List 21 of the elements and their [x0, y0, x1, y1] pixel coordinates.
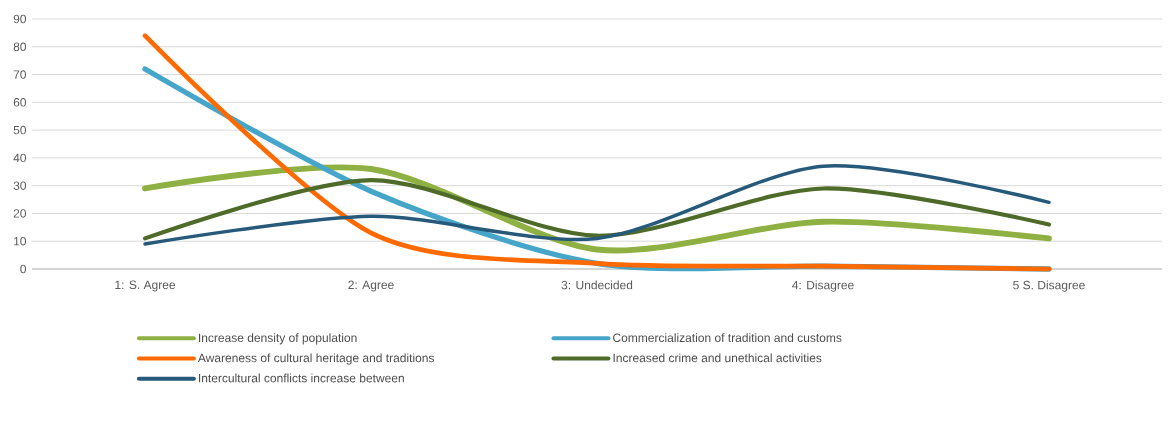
- line-series: [142, 178, 1052, 241]
- x-tick-label: 3: Undecided: [561, 280, 633, 290]
- y-tick-label: 90: [13, 14, 27, 24]
- y-tick-label: 50: [13, 125, 27, 135]
- x-tick-label: 2: Agree: [348, 280, 394, 292]
- y-tick-label: 0: [20, 264, 27, 274]
- y-tick-label: 70: [13, 70, 27, 79]
- y-tick-label: 60: [13, 98, 27, 107]
- y-tick-label: 20: [13, 209, 27, 218]
- legend-label: Awareness of cultural heritage and traditions: [197, 353, 435, 365]
- y-tick-label: 30: [13, 181, 27, 190]
- x-tick-label: 1: S. Agree: [115, 280, 176, 292]
- y-tick-label: 80: [13, 42, 27, 52]
- legend-label: Increase density of population: [199, 333, 357, 345]
- y-tick-label: 40: [13, 153, 27, 163]
- legend-label: Intercultural conflicts increase between: [199, 373, 404, 383]
- x-tick-label: 4: Disagree: [792, 280, 854, 292]
- x-tick-label: 5 S. Disagree: [1013, 280, 1085, 292]
- legend-label: Increased crime and unethical activities: [613, 353, 822, 363]
- y-tick-label: 10: [14, 236, 27, 246]
- legend-label: Commercialization of tradition and customs: [613, 333, 842, 342]
